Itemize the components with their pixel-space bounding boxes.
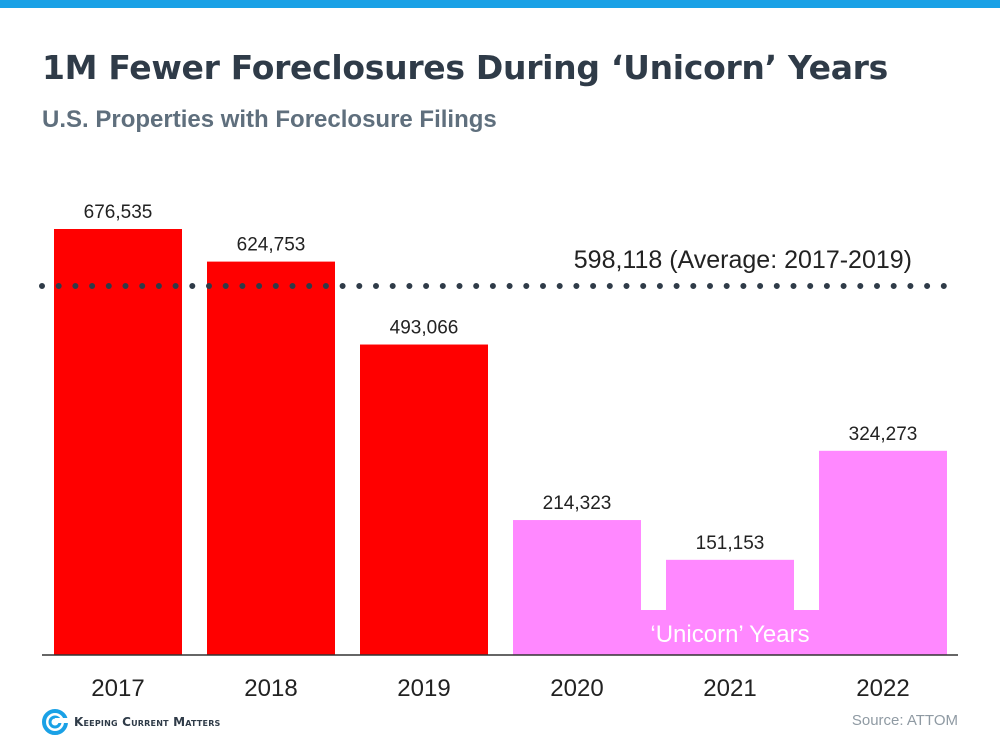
source-note: Source: ATTOM [851,712,958,729]
value-label-2021: 151,153 [696,533,765,554]
chart-subtitle: U.S. Properties with Foreclosure Filings [42,106,497,133]
top-accent-bar [0,0,1000,8]
bar-2022 [819,450,947,655]
bar-2020 [513,520,641,655]
value-label-2018: 624,753 [237,235,306,256]
x-tick-2020: 2020 [550,675,603,702]
value-label-2022: 324,273 [849,424,918,445]
x-tick-2021: 2021 [703,675,756,702]
bar-2018 [207,261,335,655]
average-reference-label: 598,118 (Average: 2017-2019) [574,246,912,274]
bar-2017 [54,229,182,655]
kcm-swirl-icon [42,709,68,735]
value-label-2020: 214,323 [543,493,612,514]
logo-text: Keeping Current Matters [74,715,221,729]
chart-title: 1M Fewer Foreclosures During ‘Unicorn’ Y… [42,48,888,87]
bar-2021 [666,559,794,655]
unicorn-band-label: ‘Unicorn’ Years [650,621,809,648]
x-tick-2017: 2017 [91,675,144,702]
bar-2019 [360,344,488,655]
kcm-logo: Keeping Current Matters [42,707,221,737]
x-tick-2022: 2022 [856,675,909,702]
x-tick-2018: 2018 [244,675,297,702]
value-label-2019: 493,066 [390,318,459,339]
value-label-2017: 676,535 [84,202,153,223]
x-tick-2019: 2019 [397,675,450,702]
